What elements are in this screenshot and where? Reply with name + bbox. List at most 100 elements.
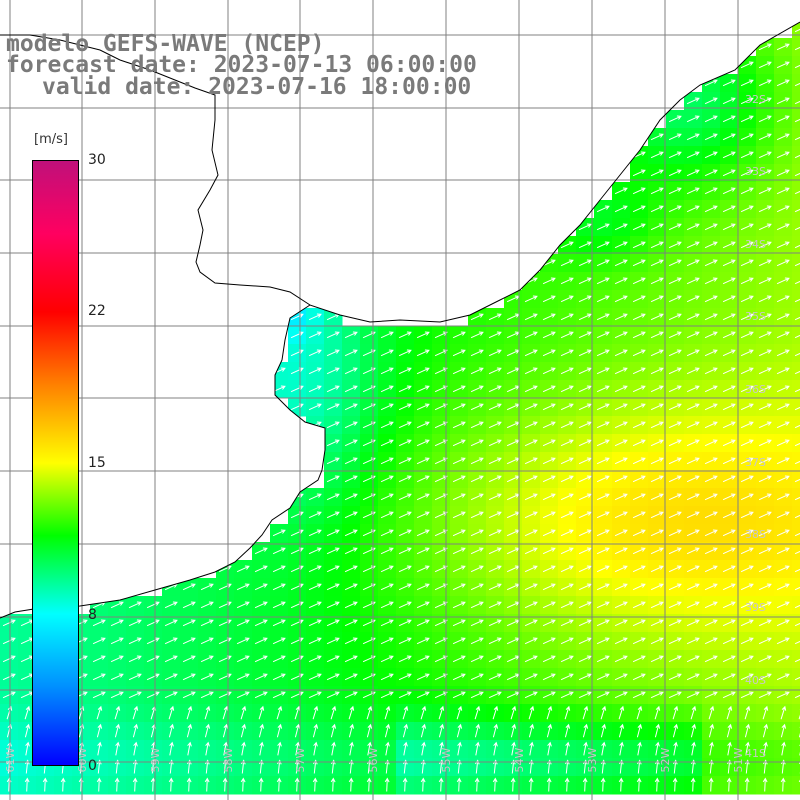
wind-arrow — [542, 529, 556, 537]
wind-arrow — [614, 475, 628, 483]
wind-arrow — [654, 705, 661, 720]
wind-arrow — [542, 673, 556, 681]
wind-arrow — [744, 723, 751, 738]
wind-arrow — [272, 691, 286, 699]
colorbar-tick: 22 — [88, 303, 106, 319]
wind-arrow — [560, 637, 574, 645]
wind-arrow — [758, 61, 772, 69]
wind-arrow — [722, 295, 736, 303]
wind-arrow — [205, 741, 210, 756]
wind-arrow — [704, 277, 718, 285]
wind-arrow — [704, 493, 718, 501]
wind-arrow — [542, 511, 556, 519]
wind-arrow — [133, 741, 138, 756]
wind-arrow — [740, 565, 754, 573]
speed-cell — [792, 722, 800, 741]
wind-arrow — [25, 741, 30, 756]
wind-arrow — [704, 241, 718, 249]
wind-arrow — [146, 691, 160, 699]
wind-arrow — [398, 583, 412, 591]
wind-arrow — [758, 385, 772, 393]
wind-arrow — [632, 655, 646, 663]
wind-arrow — [168, 759, 174, 774]
wind-arrow — [470, 439, 484, 447]
wind-arrow — [614, 223, 628, 231]
wind-arrow — [542, 619, 556, 627]
wind-arrow — [366, 777, 372, 792]
wind-arrow — [578, 475, 592, 483]
wind-arrow — [254, 547, 268, 555]
wind-arrow — [614, 601, 628, 609]
wind-arrow — [632, 583, 646, 591]
wind-arrow — [488, 457, 502, 465]
wind-arrow — [560, 619, 574, 627]
speed-cell — [792, 92, 800, 111]
wind-arrow — [776, 115, 790, 123]
wind-arrow — [560, 439, 574, 447]
wind-arrow — [96, 759, 102, 774]
wind-arrow — [596, 277, 610, 285]
wind-arrow — [398, 691, 412, 699]
wind-arrow — [186, 723, 193, 738]
wind-arrow — [740, 385, 754, 393]
wind-arrow — [704, 349, 718, 357]
wind-arrow — [740, 619, 754, 627]
wind-arrow — [776, 529, 790, 537]
wind-arrow — [745, 741, 750, 756]
wind-arrow — [493, 741, 498, 756]
wind-arrow — [794, 298, 800, 303]
wind-arrow — [560, 565, 574, 573]
wind-arrow — [308, 349, 322, 357]
wind-arrow — [416, 367, 430, 375]
wind-arrow — [492, 723, 499, 738]
speed-cell — [792, 434, 800, 453]
wind-arrow — [722, 349, 736, 357]
wind-arrow — [276, 723, 283, 738]
wind-arrow — [344, 421, 358, 429]
wind-arrow — [776, 223, 790, 231]
wind-arrow — [794, 694, 800, 699]
wind-arrow — [632, 385, 646, 393]
wind-arrow — [686, 439, 700, 447]
wind-arrow — [794, 352, 800, 357]
wind-arrow — [614, 187, 628, 195]
wind-arrow — [452, 691, 466, 699]
wind-arrow — [470, 619, 484, 627]
wind-arrow — [380, 493, 394, 501]
wind-arrow — [690, 723, 697, 738]
wind-arrow — [560, 529, 574, 537]
wind-arrow — [560, 295, 574, 303]
wind-arrow — [618, 723, 625, 738]
wind-arrow — [542, 583, 556, 591]
wind-arrow — [650, 529, 664, 537]
wind-arrow — [276, 777, 282, 792]
wind-arrow — [398, 655, 412, 663]
wind-arrow — [398, 565, 412, 573]
wind-arrow — [740, 187, 754, 195]
wind-arrow — [470, 475, 484, 483]
wind-arrow — [740, 259, 754, 267]
wind-arrow — [794, 316, 800, 321]
wind-arrow — [470, 403, 484, 411]
wind-arrow — [398, 493, 412, 501]
wind-arrow — [560, 547, 574, 555]
wind-arrow — [186, 705, 193, 720]
wind-arrow — [614, 277, 628, 285]
wind-arrow — [650, 259, 664, 267]
wind-arrow — [344, 637, 358, 645]
wind-arrow — [438, 777, 444, 792]
wind-arrow — [578, 385, 592, 393]
wind-arrow — [722, 385, 736, 393]
wind-arrow — [632, 205, 646, 213]
wind-arrow — [344, 367, 358, 375]
wind-arrow — [794, 514, 800, 519]
wind-arrow — [114, 723, 121, 738]
wind-arrow — [380, 691, 394, 699]
wind-arrow — [686, 277, 700, 285]
wind-arrow — [276, 705, 283, 720]
wind-arrow — [452, 619, 466, 627]
wind-arrow — [632, 565, 646, 573]
wind-arrow — [110, 673, 124, 681]
speed-cell — [792, 758, 800, 777]
